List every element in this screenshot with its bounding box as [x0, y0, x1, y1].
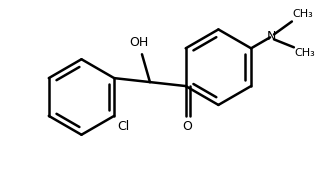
Text: CH₃: CH₃ — [293, 9, 314, 20]
Text: CH₃: CH₃ — [295, 48, 316, 58]
Text: N: N — [266, 30, 276, 43]
Text: Cl: Cl — [117, 120, 129, 133]
Text: OH: OH — [129, 36, 148, 49]
Text: O: O — [183, 120, 193, 133]
